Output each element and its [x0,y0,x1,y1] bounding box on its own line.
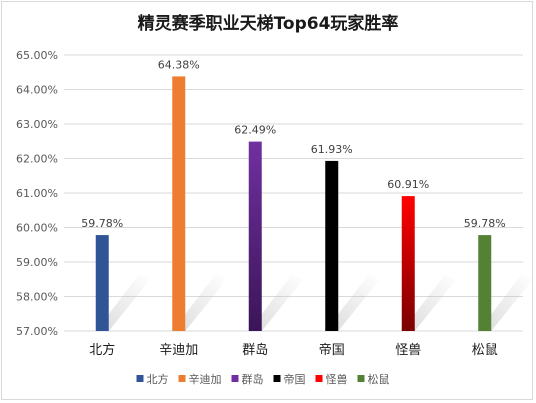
x-tick-label: 北方 [89,342,115,358]
legend: 北方 辛迪加 群岛 帝国 怪兽 松鼠 [136,372,390,386]
bar-shadow [95,275,151,331]
chart-title: 精灵赛季职业天梯Top64玩家胜率 [138,13,399,34]
legend-swatch [136,375,144,382]
data-label: 61.93% [311,143,353,156]
legend-swatch [178,375,186,382]
data-label: 60.91% [387,178,429,191]
legend-label: 松鼠 [368,372,390,386]
legend-swatch [357,375,365,382]
bar-怪兽 [401,196,415,331]
data-label: 59.78% [81,217,123,230]
legend-swatch [315,375,323,382]
legend-label: 群岛 [242,372,264,386]
x-tick-label: 松鼠 [472,343,498,358]
legend-swatch [273,375,281,382]
y-tick-label: 63.00% [16,118,58,131]
bar-shadow [248,275,304,331]
y-tick-label: 59.00% [16,256,58,269]
legend-item[interactable]: 松鼠 [357,372,390,386]
bar-北方 [95,235,109,331]
legend-label: 帝国 [284,372,306,386]
legend-swatch [231,375,239,382]
legend-label: 怪兽 [326,372,348,386]
bars [95,76,492,331]
x-tick-label: 帝国 [319,342,345,358]
y-tick-label: 62.00% [16,153,58,166]
y-tick-label: 65.00% [16,49,58,62]
data-labels: 59.78% 64.38% 62.49% 61.93% 60.91% 59.78% [81,58,505,230]
legend-item[interactable]: 辛迪加 [178,372,222,386]
x-tick-label: 怪兽 [395,343,421,358]
legend-item[interactable]: 北方 [136,372,169,386]
bar-shadow [325,275,381,331]
bar-松鼠 [478,235,492,331]
bar-帝国 [325,160,339,331]
y-tick-label: 58.00% [16,291,58,304]
y-tick-label: 64.00% [16,84,58,97]
legend-item[interactable]: 群岛 [231,372,264,386]
y-tick-label: 57.00% [16,325,58,338]
x-tick-label: 辛迪加 [159,343,198,358]
legend-label: 辛迪加 [189,372,222,386]
bar-shadow [401,275,457,331]
legend-item[interactable]: 怪兽 [315,372,348,386]
x-axis-ticks: 北方 辛迪加 群岛 帝国 怪兽 松鼠 [89,342,498,358]
y-tick-label: 60.00% [16,222,58,235]
data-label: 64.38% [158,58,200,71]
data-label: 59.78% [464,217,506,230]
x-tick-label: 群岛 [242,342,268,358]
bar-群岛 [248,141,262,331]
bar-shadow [172,275,228,331]
bar-辛迪加 [172,76,186,331]
bar-shadow [478,275,534,331]
bar-shadows [95,275,534,331]
data-label: 62.49% [234,124,276,137]
legend-label: 北方 [147,372,169,386]
y-tick-label: 61.00% [16,187,58,200]
gridlines [64,54,523,332]
y-axis-ticks: 57.00% 58.00% 59.00% 60.00% 61.00% 62.00% 63.0… [16,49,58,338]
legend-item[interactable]: 帝国 [273,372,306,386]
